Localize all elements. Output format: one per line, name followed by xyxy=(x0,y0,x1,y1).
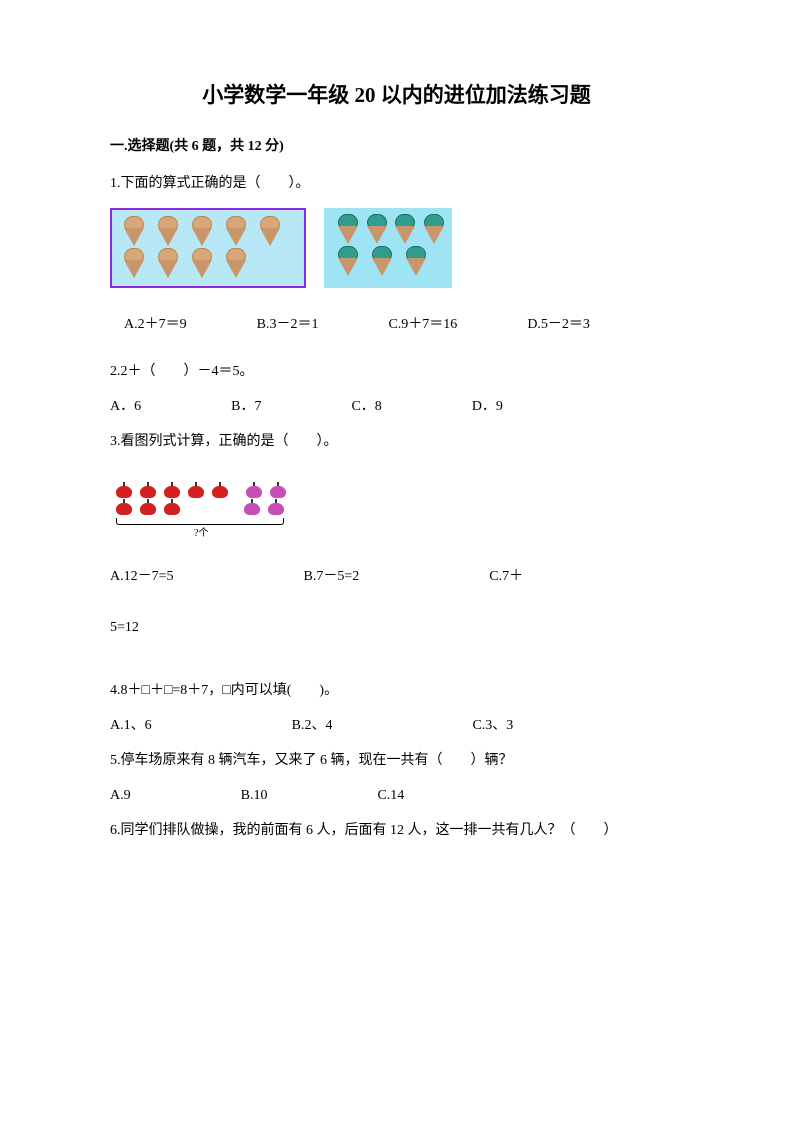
q1-option-b: B.3－2＝1 xyxy=(257,314,319,335)
q2-text: 2.2＋（ ）－4＝5。 xyxy=(110,361,683,382)
q4-option-c: C.3、3 xyxy=(472,715,513,736)
q2-option-b: B．7 xyxy=(231,396,261,417)
q3-option-c: C.7＋ xyxy=(489,566,523,587)
q1-option-d: D.5－2＝3 xyxy=(527,314,590,335)
q1-images xyxy=(110,208,683,288)
q1-text: 1.下面的算式正确的是（ ）。 xyxy=(110,173,683,194)
question-1: 1.下面的算式正确的是（ ）。 xyxy=(110,173,683,335)
q4-option-b: B.2、4 xyxy=(292,715,333,736)
q3-option-a: A.12－7=5 xyxy=(110,566,174,587)
q2-option-d: D．9 xyxy=(472,396,503,417)
page-title: 小学数学一年级 20 以内的进位加法练习题 xyxy=(110,80,683,112)
q2-options: A．6 B．7 C．8 D．9 xyxy=(110,396,683,417)
q5-option-b: B.10 xyxy=(241,785,268,806)
q5-option-a: A.9 xyxy=(110,785,131,806)
q2-option-a: A．6 xyxy=(110,396,141,417)
q6-text: 6.同学们排队做操，我的前面有 6 人，后面有 12 人，这一排一共有几人？（ … xyxy=(110,820,683,841)
question-2: 2.2＋（ ）－4＝5。 A．6 B．7 C．8 D．9 xyxy=(110,361,683,417)
q1-options: A.2＋7＝9 B.3－2＝1 C.9＋7＝16 D.5－2＝3 xyxy=(110,314,683,335)
q4-options: A.1、6 B.2、4 C.3、3 xyxy=(110,715,683,736)
question-6: 6.同学们排队做操，我的前面有 6 人，后面有 12 人，这一排一共有几人？（ … xyxy=(110,820,683,841)
q3-text: 3.看图列式计算，正确的是（ ）。 xyxy=(110,431,683,452)
section-header: 一.选择题(共 6 题，共 12 分) xyxy=(110,136,683,157)
q1-image-right xyxy=(324,208,452,288)
q5-option-c: C.14 xyxy=(377,785,404,806)
q1-option-c: C.9＋7＝16 xyxy=(388,314,457,335)
q3-continuation: 5=12 xyxy=(110,617,683,638)
q1-option-a: A.2＋7＝9 xyxy=(124,314,187,335)
q2-option-c: C．8 xyxy=(351,396,381,417)
question-3: 3.看图列式计算，正确的是（ ）。 ?个 A.12－7=5 B. xyxy=(110,431,683,638)
q4-option-a: A.1、6 xyxy=(110,715,152,736)
q3-option-b: B.7－5=2 xyxy=(304,566,360,587)
q3-options: A.12－7=5 B.7－5=2 C.7＋ xyxy=(110,566,683,587)
q5-text: 5.停车场原来有 8 辆汽车，又来了 6 辆，现在一共有（ ）辆？ xyxy=(110,750,683,771)
q4-text: 4.8＋□＋□=8＋7，□内可以填( )。 xyxy=(110,680,683,701)
q5-options: A.9 B.10 C.14 xyxy=(110,785,683,806)
q3-bracket-label: ?个 xyxy=(194,526,208,541)
q3-image: ?个 xyxy=(114,482,288,532)
q1-image-left xyxy=(110,208,306,288)
question-4: 4.8＋□＋□=8＋7，□内可以填( )。 A.1、6 B.2、4 C.3、3 xyxy=(110,680,683,736)
question-5: 5.停车场原来有 8 辆汽车，又来了 6 辆，现在一共有（ ）辆？ A.9 B.… xyxy=(110,750,683,806)
